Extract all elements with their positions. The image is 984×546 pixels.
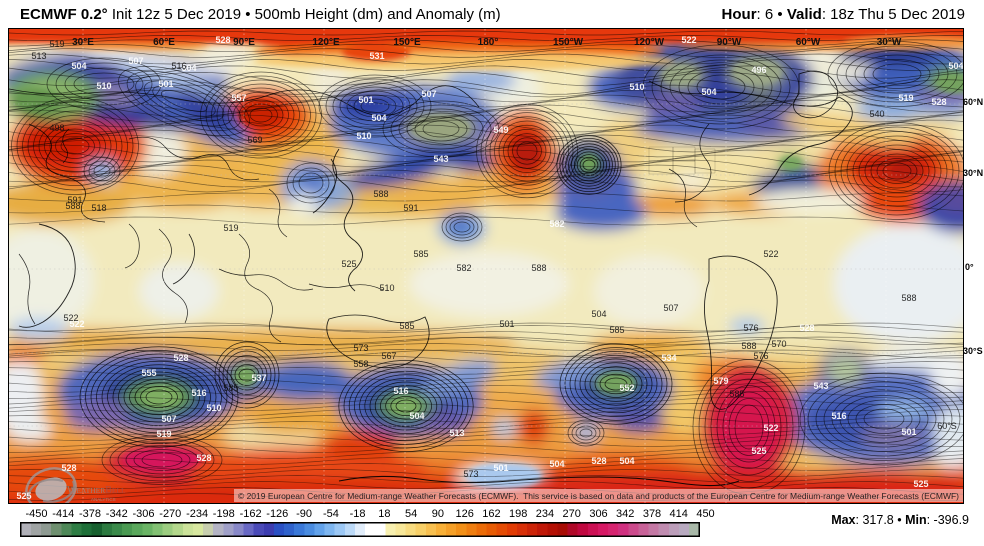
svg-text:591: 591 [403,203,418,213]
svg-text:513: 513 [449,428,464,438]
svg-text:528: 528 [591,456,606,466]
svg-text:570: 570 [771,339,786,349]
svg-text:90°W: 90°W [717,37,742,48]
svg-text:576: 576 [753,351,768,361]
svg-text:513: 513 [31,51,46,61]
svg-text:519: 519 [223,223,238,233]
svg-text:30°E: 30°E [72,37,94,48]
svg-text:60°W: 60°W [796,37,821,48]
svg-text:528: 528 [799,323,814,333]
svg-text:150°E: 150°E [393,37,421,48]
svg-text:516: 516 [171,61,186,71]
svg-text:519: 519 [156,429,171,439]
svg-text:504: 504 [371,113,386,123]
svg-text:507: 507 [128,56,143,66]
svg-text:510: 510 [629,82,644,92]
svg-text:585: 585 [223,383,238,393]
svg-text:504: 504 [181,63,196,73]
svg-text:540: 540 [869,109,884,119]
svg-text:501: 501 [358,95,373,105]
svg-text:516: 516 [191,388,206,398]
svg-text:510: 510 [206,403,221,413]
svg-text:528: 528 [215,35,230,45]
svg-text:501: 501 [493,463,508,473]
svg-text:585: 585 [413,249,428,259]
svg-text:585: 585 [609,325,624,335]
svg-text:522: 522 [763,249,778,259]
svg-text:518: 518 [91,203,106,213]
svg-text:543: 543 [433,154,448,164]
svg-text:588: 588 [65,201,80,211]
svg-text:573: 573 [353,343,368,353]
svg-text:504: 504 [409,411,424,421]
svg-text:528: 528 [196,453,211,463]
svg-text:510: 510 [356,131,371,141]
svg-text:528: 528 [173,353,188,363]
svg-text:522: 522 [69,319,84,329]
svg-text:504: 504 [948,61,963,71]
svg-text:525: 525 [913,479,928,489]
svg-text:585: 585 [729,389,744,399]
svg-text:591: 591 [67,195,82,205]
svg-text:498: 498 [49,123,64,133]
svg-text:534: 534 [661,353,676,363]
svg-text:501: 501 [499,319,514,329]
svg-text:558: 558 [353,359,368,369]
svg-text:507: 507 [161,414,176,424]
svg-text:522: 522 [681,35,696,45]
svg-text:573: 573 [463,469,478,479]
svg-text:510: 510 [96,81,111,91]
svg-text:180°: 180° [478,37,499,48]
svg-text:120°E: 120°E [312,37,340,48]
svg-text:525: 525 [751,446,766,456]
svg-text:496: 496 [751,65,766,75]
svg-text:525: 525 [341,259,356,269]
svg-text:582: 582 [549,219,564,229]
svg-text:60°S: 60°S [937,421,957,431]
svg-text:576: 576 [743,323,758,333]
svg-text:507: 507 [421,89,436,99]
svg-text:30°W: 30°W [877,37,902,48]
svg-text:585: 585 [399,321,414,331]
svg-text:504: 504 [619,456,634,466]
svg-text:516: 516 [831,411,846,421]
svg-text:567: 567 [381,351,396,361]
svg-text:579: 579 [713,376,728,386]
svg-text:555: 555 [141,368,156,378]
svg-text:60°E: 60°E [153,37,175,48]
svg-text:504: 504 [701,87,716,97]
svg-text:516: 516 [393,386,408,396]
svg-text:WEATHERBELL: WEATHERBELL [67,485,126,496]
svg-text:522: 522 [763,423,778,433]
svg-text:519: 519 [49,39,64,49]
svg-text:552: 552 [619,383,634,393]
svg-text:525: 525 [16,491,31,501]
svg-text:588: 588 [741,341,756,351]
svg-text:569: 569 [247,135,262,145]
svg-text:557: 557 [231,93,246,103]
svg-text:588: 588 [373,189,388,199]
svg-text:588: 588 [901,293,916,303]
svg-text:582: 582 [456,263,471,273]
svg-text:501: 501 [901,427,916,437]
svg-text:528: 528 [931,97,946,107]
svg-text:528: 528 [61,463,76,473]
svg-text:507: 507 [663,303,678,313]
svg-text:150°W: 150°W [553,37,584,48]
svg-text:537: 537 [251,373,266,383]
svg-text:504: 504 [71,61,86,71]
svg-text:90°E: 90°E [233,37,255,48]
svg-text:519: 519 [898,93,913,103]
svg-text:588: 588 [531,263,546,273]
svg-text:531: 531 [369,51,384,61]
svg-text:549: 549 [493,125,508,135]
svg-text:510: 510 [379,283,394,293]
svg-text:ANALYTICS: ANALYTICS [91,497,116,502]
svg-text:522: 522 [63,313,78,323]
svg-text:504: 504 [549,459,564,469]
svg-text:501: 501 [158,79,173,89]
svg-text:543: 543 [813,381,828,391]
svg-text:120°W: 120°W [634,37,665,48]
svg-text:504: 504 [591,309,606,319]
